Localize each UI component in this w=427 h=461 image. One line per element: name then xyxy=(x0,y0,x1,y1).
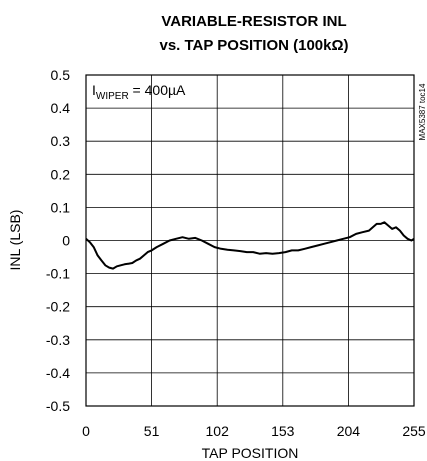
x-tick-label: 102 xyxy=(206,423,230,439)
y-tick-label: 0.4 xyxy=(51,100,71,116)
inl-series-line xyxy=(85,221,415,270)
y-tick-labels: 0.5 0.4 0.3 0.2 0.1 0 -0.1 -0.2 -0.3 -0.4 -0.5 xyxy=(46,67,70,414)
annotation-subscript: WIPER xyxy=(96,91,129,102)
y-tick-label: -0.1 xyxy=(46,266,70,282)
grid xyxy=(86,75,414,406)
y-tick-label: 0.5 xyxy=(51,67,71,83)
y-tick-label: -0.5 xyxy=(46,398,70,414)
x-axis-label: TAP POSITION xyxy=(202,445,299,461)
y-tick-label: -0.2 xyxy=(46,299,70,315)
x-tick-label: 153 xyxy=(271,423,295,439)
wiper-current-annotation: IWIPER = 400µA xyxy=(92,82,186,102)
x-tick-label: 255 xyxy=(402,423,426,439)
annotation-symbol: I xyxy=(92,82,96,98)
chart-title-line1: VARIABLE-RESISTOR INL xyxy=(161,13,346,30)
y-tick-label: -0.3 xyxy=(46,332,70,348)
chart-title-line2: vs. TAP POSITION (100kΩ) xyxy=(159,37,348,54)
x-tick-labels: 0 51 102 153 204 255 xyxy=(82,423,426,439)
x-tick-label: 204 xyxy=(337,423,361,439)
x-tick-label: 51 xyxy=(144,423,160,439)
annotation-value: = 400µA xyxy=(129,82,186,98)
plot-frame xyxy=(85,74,415,407)
y-tick-label: 0.3 xyxy=(51,133,71,149)
side-note: MAX5387 toc14 xyxy=(418,83,427,140)
y-tick-label: -0.4 xyxy=(46,365,70,381)
x-tick-label: 0 xyxy=(82,423,90,439)
y-tick-label: 0.1 xyxy=(51,199,71,215)
y-tick-label: 0 xyxy=(62,233,70,249)
y-tick-label: 0.2 xyxy=(51,166,71,182)
y-axis-label: INL (LSB) xyxy=(7,210,23,271)
